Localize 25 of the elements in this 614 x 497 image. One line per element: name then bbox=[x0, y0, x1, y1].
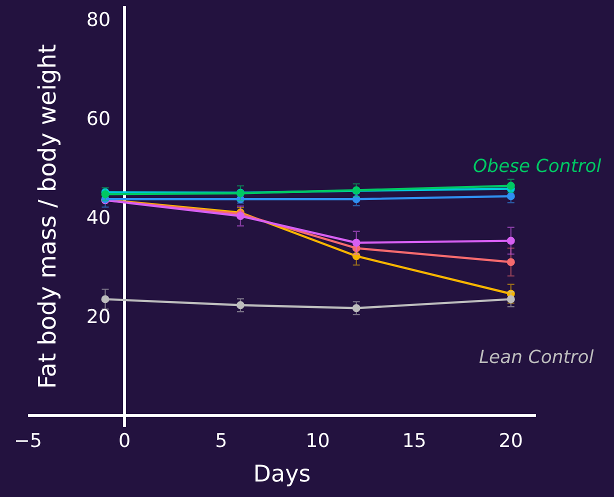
point bbox=[101, 295, 110, 304]
x-tick-label: 15 bbox=[402, 430, 426, 452]
y-tick-label: 80 bbox=[86, 9, 111, 32]
text: Lean Control bbox=[479, 347, 594, 368]
point bbox=[352, 304, 360, 312]
x-tick-label: 0 bbox=[118, 430, 131, 452]
x-tick-label: 20 bbox=[498, 430, 523, 452]
x-tick-label: −5 bbox=[14, 430, 42, 452]
point bbox=[506, 295, 515, 304]
x-tick-label: 10 bbox=[306, 430, 330, 452]
point bbox=[236, 301, 244, 310]
y-tick-label: 20 bbox=[86, 306, 111, 328]
series-label: Obese Control bbox=[473, 156, 602, 177]
point bbox=[506, 258, 515, 266]
point bbox=[506, 192, 515, 200]
point bbox=[506, 182, 515, 190]
point bbox=[352, 195, 360, 204]
point bbox=[352, 252, 360, 260]
y-axis-title: Fat body mass / body weight bbox=[33, 44, 62, 389]
point bbox=[352, 238, 360, 247]
y-tick-label: 60 bbox=[86, 108, 111, 130]
point bbox=[506, 236, 515, 245]
x-tick-label: 5 bbox=[215, 430, 228, 452]
x-axis-title: Days bbox=[253, 462, 311, 488]
y-tick-label: 40 bbox=[86, 207, 111, 230]
